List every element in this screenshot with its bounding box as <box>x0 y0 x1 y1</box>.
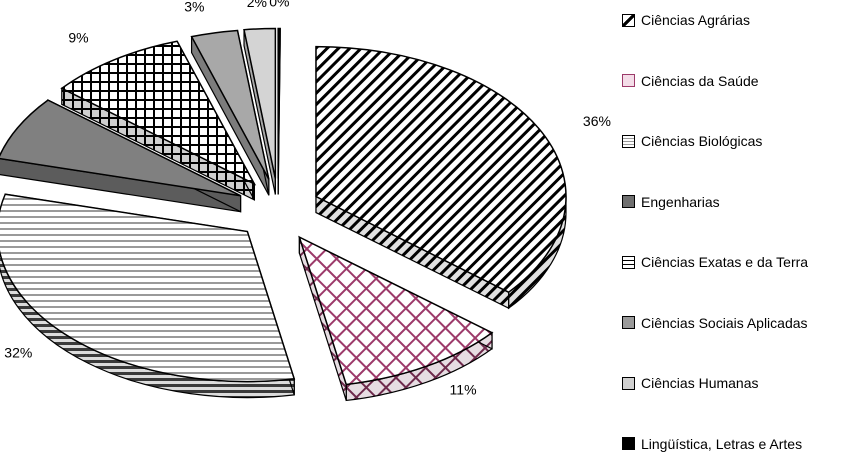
slice-value-label: 32% <box>4 345 32 361</box>
pie-slice-4 <box>0 99 242 213</box>
legend-item: Ciências Exatas e da Terra <box>622 254 808 270</box>
legend-item: Engenharias <box>622 194 720 210</box>
legend-label: Ciências da Saúde <box>641 72 759 89</box>
legend-label: Ciências Humanas <box>641 375 759 391</box>
legend-swatch <box>622 134 635 148</box>
legend-swatch <box>622 316 635 329</box>
slice-value-label: 36% <box>583 113 611 129</box>
pie-slice-8 <box>277 27 281 195</box>
legend-label: Lingüística, Letras e Artes <box>641 435 803 452</box>
legend-item: Ciências Sociais Aplicadas <box>622 315 808 331</box>
pie-slice-7 <box>243 27 277 195</box>
slice-value-label: 11% <box>450 381 477 397</box>
legend-label: Ciências Biológicas <box>641 133 763 149</box>
legend-swatch <box>622 255 635 269</box>
legend-swatch <box>622 13 635 27</box>
slice-value-label: 9% <box>68 30 88 46</box>
legend-item: Ciências da Saúde <box>622 73 759 89</box>
legend-label: Ciências Agrárias <box>641 12 750 28</box>
legend-swatch <box>622 437 635 450</box>
pie-slice-1 <box>315 45 567 310</box>
legend-label: Ciências Sociais Aplicadas <box>641 314 808 331</box>
legend-swatch <box>622 74 635 87</box>
legend-item: Ciências Humanas <box>622 375 759 391</box>
slice-value-label: 2% <box>247 0 267 10</box>
pie-slice-2 <box>298 235 494 402</box>
chart-legend: Ciências Agrárias Ciências da Saúde Ciênci… <box>622 0 852 455</box>
pie-slice-5 <box>60 40 257 201</box>
legend-label: Ciências Exatas e da Terra <box>641 254 809 270</box>
pie-slice-3 <box>0 193 296 399</box>
slice-value-label: 3% <box>184 0 204 15</box>
legend-item: Ciências Agrárias <box>622 12 750 28</box>
legend-label: Engenharias <box>641 193 720 210</box>
legend-item: Lingüística, Letras e Artes <box>622 436 802 452</box>
legend-item: Ciências Biológicas <box>622 133 762 149</box>
pie-slice-6 <box>190 29 270 196</box>
legend-swatch <box>622 195 635 208</box>
slice-value-label: 0% <box>269 0 289 10</box>
legend-swatch <box>622 376 635 390</box>
